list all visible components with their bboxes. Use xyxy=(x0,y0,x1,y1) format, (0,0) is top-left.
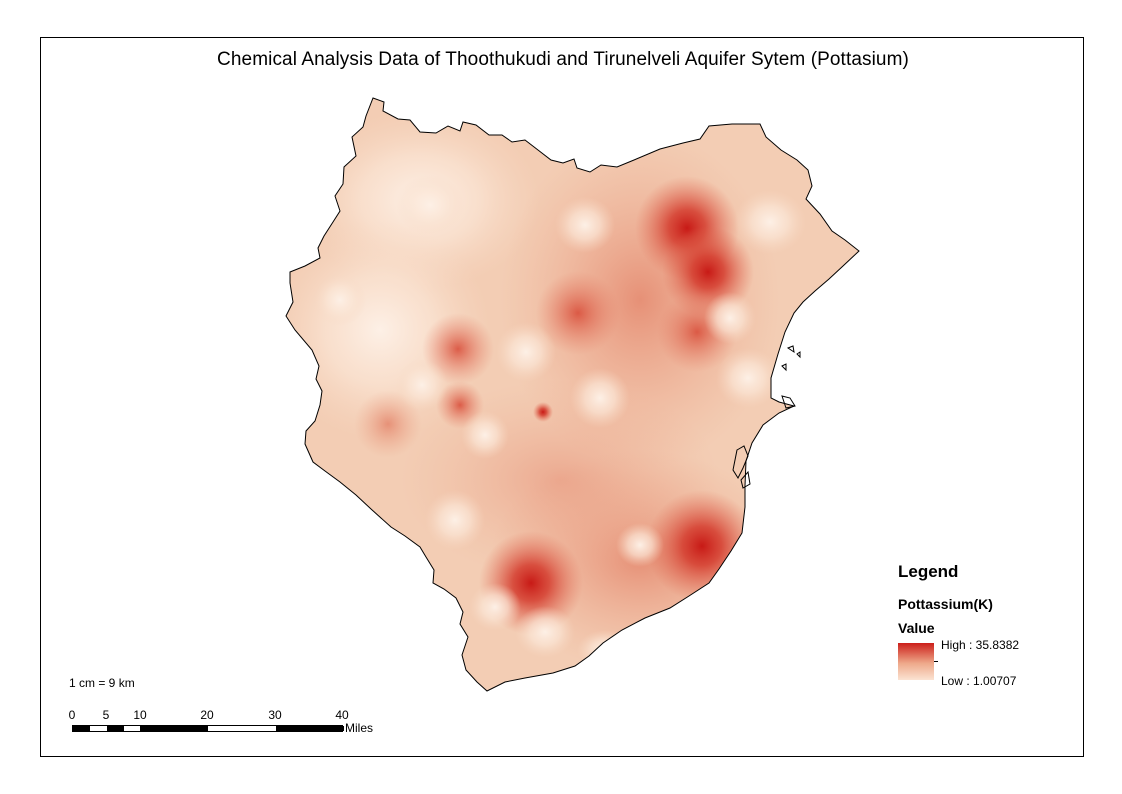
scalebar-segment xyxy=(73,726,90,731)
legend-high-label: High : 35.8382 xyxy=(941,638,1020,652)
scalebar xyxy=(72,725,344,732)
legend-field-name: Pottassium(K) xyxy=(898,596,993,612)
scale-text: 1 cm = 9 km xyxy=(69,676,135,690)
scalebar-segment xyxy=(140,726,208,731)
coastal-islands xyxy=(732,345,801,489)
map-frame xyxy=(40,37,1084,757)
scalebar-segment xyxy=(276,726,344,731)
map-title: Chemical Analysis Data of Thoothukudi an… xyxy=(217,49,909,70)
legend-low-label: Low : 1.00707 xyxy=(941,674,1017,688)
legend-ramp-tick xyxy=(934,661,938,662)
scalebar-segment xyxy=(107,726,124,731)
scalebar-label: 0 xyxy=(68,708,76,722)
scalebar-label: 40 xyxy=(335,708,349,722)
legend-title: Legend xyxy=(898,562,959,581)
legend-color-ramp xyxy=(898,643,934,680)
scalebar-label: 30 xyxy=(268,708,282,722)
legend-value-heading: Value xyxy=(898,620,935,636)
scalebar-label: 20 xyxy=(200,708,214,722)
scalebar-label: 5 xyxy=(102,708,110,722)
scalebar-label: 10 xyxy=(133,708,147,722)
scalebar-unit: Miles xyxy=(345,721,374,735)
region-outline xyxy=(285,97,860,692)
